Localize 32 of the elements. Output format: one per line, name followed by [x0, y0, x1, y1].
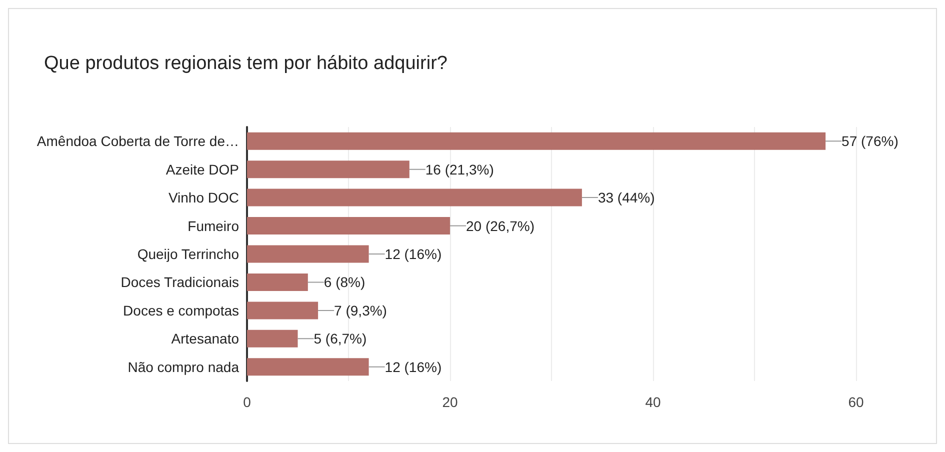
data-label: 5 (6,7%): [314, 330, 367, 347]
y-tick-label: Queijo Terrincho: [137, 246, 240, 262]
x-tick-label: 60: [848, 394, 864, 410]
y-tick-label: Amêndoa Coberta de Torre de…: [36, 133, 239, 150]
bar: [247, 132, 826, 150]
data-label: 7 (9,3%): [334, 302, 387, 318]
bar: [247, 217, 450, 235]
x-tick-label: 40: [645, 394, 661, 410]
data-label: 12 (16%): [384, 358, 442, 375]
y-tick-label: Azeite DOP: [166, 161, 239, 178]
y-tick-label: Fumeiro: [188, 218, 240, 234]
data-label: 20 (26,7%): [466, 218, 534, 234]
bar: [247, 358, 369, 376]
bar: [247, 188, 582, 206]
y-tick-label: Doces Tradicionais: [120, 274, 239, 290]
data-label: 12 (16%): [384, 246, 442, 262]
bar: [247, 273, 308, 291]
x-tick-label: 0: [243, 394, 252, 410]
data-label: 33 (44%): [598, 190, 655, 206]
chart-title: Que produtos regionais tem por hábito adquirir?: [44, 53, 448, 74]
data-label: 6 (8%): [324, 274, 366, 290]
y-tick-label: Doces e compotas: [123, 302, 239, 318]
y-tick-label: Vinho DOC: [168, 190, 239, 206]
x-tick-label: 20: [442, 394, 458, 410]
data-label: 16 (21,3%): [425, 161, 494, 178]
bar: [247, 245, 369, 263]
data-label: 57 (76%): [842, 133, 898, 150]
bar: [247, 302, 318, 320]
y-tick-label: Não compro nada: [128, 358, 240, 375]
bar: [247, 160, 410, 178]
y-tick-label: Artesanato: [171, 330, 240, 347]
bar: [247, 330, 298, 348]
